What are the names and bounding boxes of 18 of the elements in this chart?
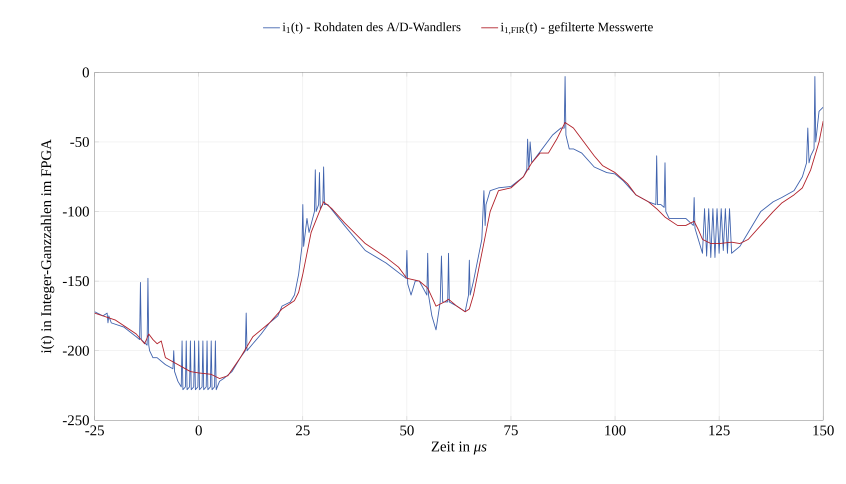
y-tick-label: -250	[62, 415, 89, 426]
x-tick-label: 0	[196, 426, 202, 436]
y-tick-label: 0	[82, 68, 89, 78]
y-tick-label: -200	[62, 346, 89, 356]
y-tick-label: -150	[62, 276, 89, 286]
x-tick-label: 100	[605, 426, 626, 436]
x-tick-label: 50	[400, 426, 414, 436]
x-tick-label: 25	[296, 426, 310, 436]
legend-label: i$_{1}$(t) - Rohdaten des A/D-Wandlers	[282, 22, 461, 34]
x-axis-title: Zeit in μs	[432, 442, 486, 455]
y-tick-label: -100	[62, 206, 89, 217]
legend-label: i$_{1,FIR}$(t) - gefilterte Messwerte	[500, 22, 653, 35]
y-axis-title: i(t) in Integer-Ganzzahlen im FPGA	[40, 139, 54, 354]
x-tick-label: 125	[709, 426, 730, 436]
x-tick-label: -25	[85, 426, 104, 436]
y-tick-label: -50	[70, 137, 89, 148]
x-tick-label: 75	[504, 426, 518, 436]
x-tick-label: 150	[813, 426, 834, 436]
